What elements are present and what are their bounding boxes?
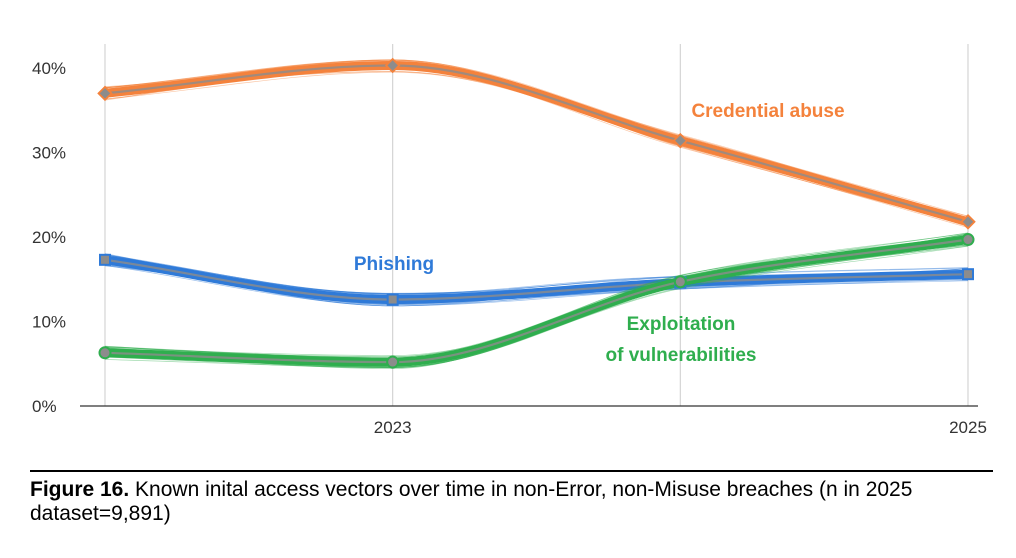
series-labels: Credential abuse Phishing Exploitation of v… (354, 101, 845, 366)
series-line-outer (100, 235, 973, 367)
y-tick-label: 10% (32, 313, 66, 332)
figure-caption-text: Known inital access vectors over time in… (30, 478, 913, 525)
data-point-phishing (386, 293, 399, 306)
data-point-exploitation-of-vulnerabilities (961, 233, 975, 247)
data-point-exploitation-of-vulnerabilities (673, 275, 687, 289)
series-phishing (100, 253, 973, 307)
series-exploitation-of-vulnerabilities (100, 232, 973, 369)
uncertainty-line (104, 60, 969, 226)
series-label-credential-abuse: Credential abuse (691, 101, 844, 122)
uncertainty-line (104, 59, 969, 217)
uncertainty-line (104, 244, 969, 360)
y-tick-label: 30% (32, 144, 66, 163)
uncertainty-line (104, 245, 969, 368)
uncertainty-line (104, 244, 969, 366)
y-tick-label: 20% (32, 228, 66, 247)
data-point-phishing (962, 268, 974, 281)
series-line-core (104, 258, 969, 301)
uncertainty-line (104, 265, 969, 306)
data-point-exploitation-of-vulnerabilities (386, 355, 400, 369)
series-line-core (104, 64, 969, 223)
figure-label: Figure 16. (30, 478, 130, 501)
series-label-exploitation-of-vulnerabilities: Exploitation (627, 314, 736, 335)
data-point-credential-abuse (384, 57, 401, 74)
y-tick-label: 40% (32, 59, 66, 78)
uncertainty-line (104, 60, 969, 222)
data-point-credential-abuse (97, 85, 113, 102)
x-tick-label: 2025 (949, 418, 987, 437)
data-point-exploitation-of-vulnerabilities (98, 346, 112, 360)
series-credential-abuse (100, 59, 973, 228)
uncertainty-line (104, 254, 969, 295)
uncertainty-line (104, 59, 969, 227)
uncertainty-line (104, 63, 969, 217)
uncertainty-line (104, 245, 969, 365)
uncertainty-line (104, 59, 969, 225)
uncertainty-line (104, 244, 969, 363)
data-point-credential-abuse (960, 214, 976, 230)
uncertainty-line (104, 59, 969, 227)
series-label-phishing: Phishing (354, 254, 434, 275)
series-lines (100, 59, 973, 369)
series-line-outer (100, 60, 973, 227)
figure-caption: Figure 16. Known inital access vectors o… (30, 478, 990, 526)
x-tick-label: 2023 (374, 418, 412, 437)
y-tick-label: 0% (32, 397, 57, 416)
series-label-exploitation-of-vulnerabilities: of vulnerabilities (606, 345, 757, 366)
axes: 0% 10% 20% 30% 40% 2023 2025 (32, 59, 987, 437)
series-markers (97, 57, 976, 369)
chart: 0% 10% 20% 30% 40% 2023 2025 Credential abuse P… (32, 44, 987, 437)
series-line-core (104, 238, 969, 364)
uncertainty-line (104, 62, 969, 222)
caption-divider (30, 470, 993, 472)
data-point-credential-abuse (672, 132, 689, 149)
data-point-phishing (99, 253, 111, 266)
